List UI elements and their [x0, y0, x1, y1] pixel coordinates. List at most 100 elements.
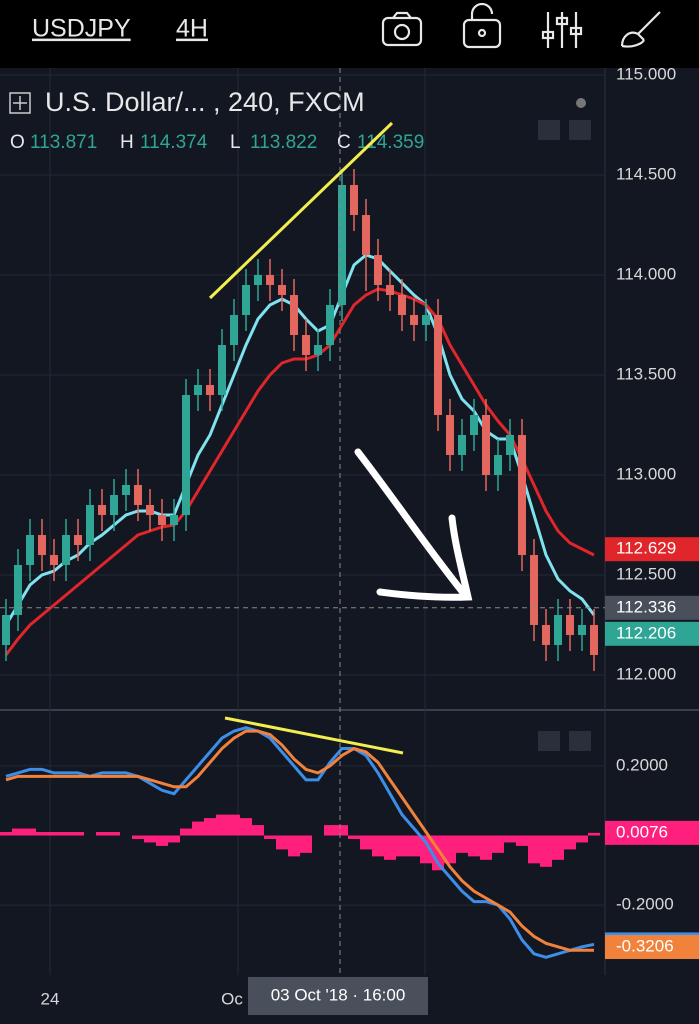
candle-body: [374, 255, 382, 285]
candle-body: [62, 535, 70, 565]
toolbar: [0, 0, 699, 68]
candle-body: [338, 185, 346, 305]
candle-body: [566, 615, 574, 635]
candle-body: [482, 415, 490, 475]
y-tick-label: 0.2000: [616, 755, 668, 774]
legend: U.S. Dollar/... , 240, FXCM O 113.871 H 114…: [9, 87, 591, 751]
price-label-box: [605, 621, 699, 646]
moving-average: [4, 253, 596, 626]
histogram-bar: [96, 832, 108, 836]
candle-body: [314, 345, 322, 355]
x-tick-label: Oc: [221, 989, 243, 1008]
price-label: 112.629: [616, 539, 676, 558]
histogram-bar: [360, 835, 372, 850]
price-label: 112.336: [616, 597, 676, 616]
y-tick-label: -0.2000: [616, 895, 674, 914]
y-tick-label: 115.000: [616, 64, 676, 83]
candle-body: [170, 515, 178, 525]
histogram-bar: [36, 832, 48, 836]
brush-icon[interactable]: [620, 11, 661, 48]
lock-icon[interactable]: [462, 2, 502, 49]
crosshair-time-box: [248, 977, 428, 1015]
histogram-bar: [264, 835, 276, 839]
scale-button[interactable]: [569, 120, 591, 140]
ohlc-key: C: [337, 132, 351, 153]
ohlc-value: 114.374: [140, 132, 208, 153]
candle-body: [134, 485, 142, 505]
scale-button[interactable]: [569, 731, 591, 751]
histogram-bar: [276, 835, 288, 850]
candle-body: [518, 435, 526, 555]
histogram-bar: [168, 835, 180, 843]
candle-body: [578, 625, 586, 635]
scale-button[interactable]: [538, 120, 560, 140]
symbol[interactable]: USDJPY: [32, 15, 131, 43]
y-tick-label: 114.000: [616, 264, 676, 283]
crosshair-time: 03 Oct '18 · 16:00: [271, 985, 406, 1004]
histogram-bar: [468, 835, 480, 857]
histogram-bar: [288, 835, 300, 857]
histogram-bar: [492, 835, 504, 853]
histogram-bar: [180, 828, 192, 836]
candle-body: [290, 295, 298, 335]
scale-button[interactable]: [538, 731, 560, 751]
candle-body: [362, 215, 370, 255]
y-tick-label: 113.500: [616, 364, 676, 383]
candle-body: [158, 515, 166, 525]
moving-average: [4, 287, 595, 656]
histogram-bar: [372, 835, 384, 857]
candle-body: [554, 615, 562, 645]
histogram-bar: [588, 832, 600, 836]
y-tick-label: 112.000: [616, 664, 676, 683]
price-label-box: [605, 935, 699, 960]
histogram-bar: [444, 835, 456, 864]
collapse-icon[interactable]: [9, 92, 31, 114]
candle-body: [494, 455, 502, 475]
x-tick-label: 24: [41, 989, 60, 1008]
candle-body: [86, 505, 94, 545]
histogram-bar: [324, 825, 336, 836]
histogram-bar: [252, 825, 264, 836]
interval[interactable]: 4H: [176, 15, 208, 43]
histogram-bar: [420, 835, 432, 864]
histogram-bar: [408, 835, 420, 857]
ohlc-value: 114.359: [357, 132, 424, 153]
trend-line: [208, 121, 394, 300]
histogram-bar: [228, 814, 240, 836]
candle-body: [542, 625, 550, 645]
candle-body: [278, 285, 286, 295]
candle-body: [146, 505, 154, 515]
histogram-bar: [144, 835, 156, 843]
histogram-bar: [540, 835, 552, 867]
trend-line: [224, 716, 404, 755]
price-label: -0.3206: [616, 937, 674, 956]
ohlc-key: O: [10, 132, 25, 153]
price-label: 0.0076: [616, 822, 668, 841]
y-tick-label: 113.000: [616, 464, 676, 483]
price-label: 112.206: [616, 623, 676, 642]
histogram-bar: [576, 835, 588, 843]
candle-body: [230, 315, 238, 345]
histogram-bar: [72, 832, 84, 836]
candle-body: [446, 415, 454, 455]
histogram-bar: [528, 835, 540, 864]
candle-body: [422, 315, 430, 325]
candle-body: [194, 385, 202, 395]
ohlc-key: H: [120, 132, 134, 153]
candle-body: [254, 275, 262, 285]
candle-body: [386, 285, 394, 295]
camera-icon[interactable]: [381, 11, 423, 47]
candle-body: [98, 505, 106, 515]
settings-icon[interactable]: [541, 12, 583, 48]
candle-body: [110, 495, 118, 515]
histogram-bar: [216, 814, 228, 836]
menu-dot[interactable]: [576, 98, 586, 108]
candle-body: [14, 565, 22, 615]
histogram-bar: [192, 821, 204, 836]
price-label-box: [605, 820, 699, 845]
candle-body: [218, 345, 226, 395]
ohlc-key: L: [230, 132, 241, 153]
ohlc-value: 113.871: [30, 132, 97, 153]
toolbar-icons: [381, 2, 661, 49]
histogram-bar: [156, 835, 168, 846]
